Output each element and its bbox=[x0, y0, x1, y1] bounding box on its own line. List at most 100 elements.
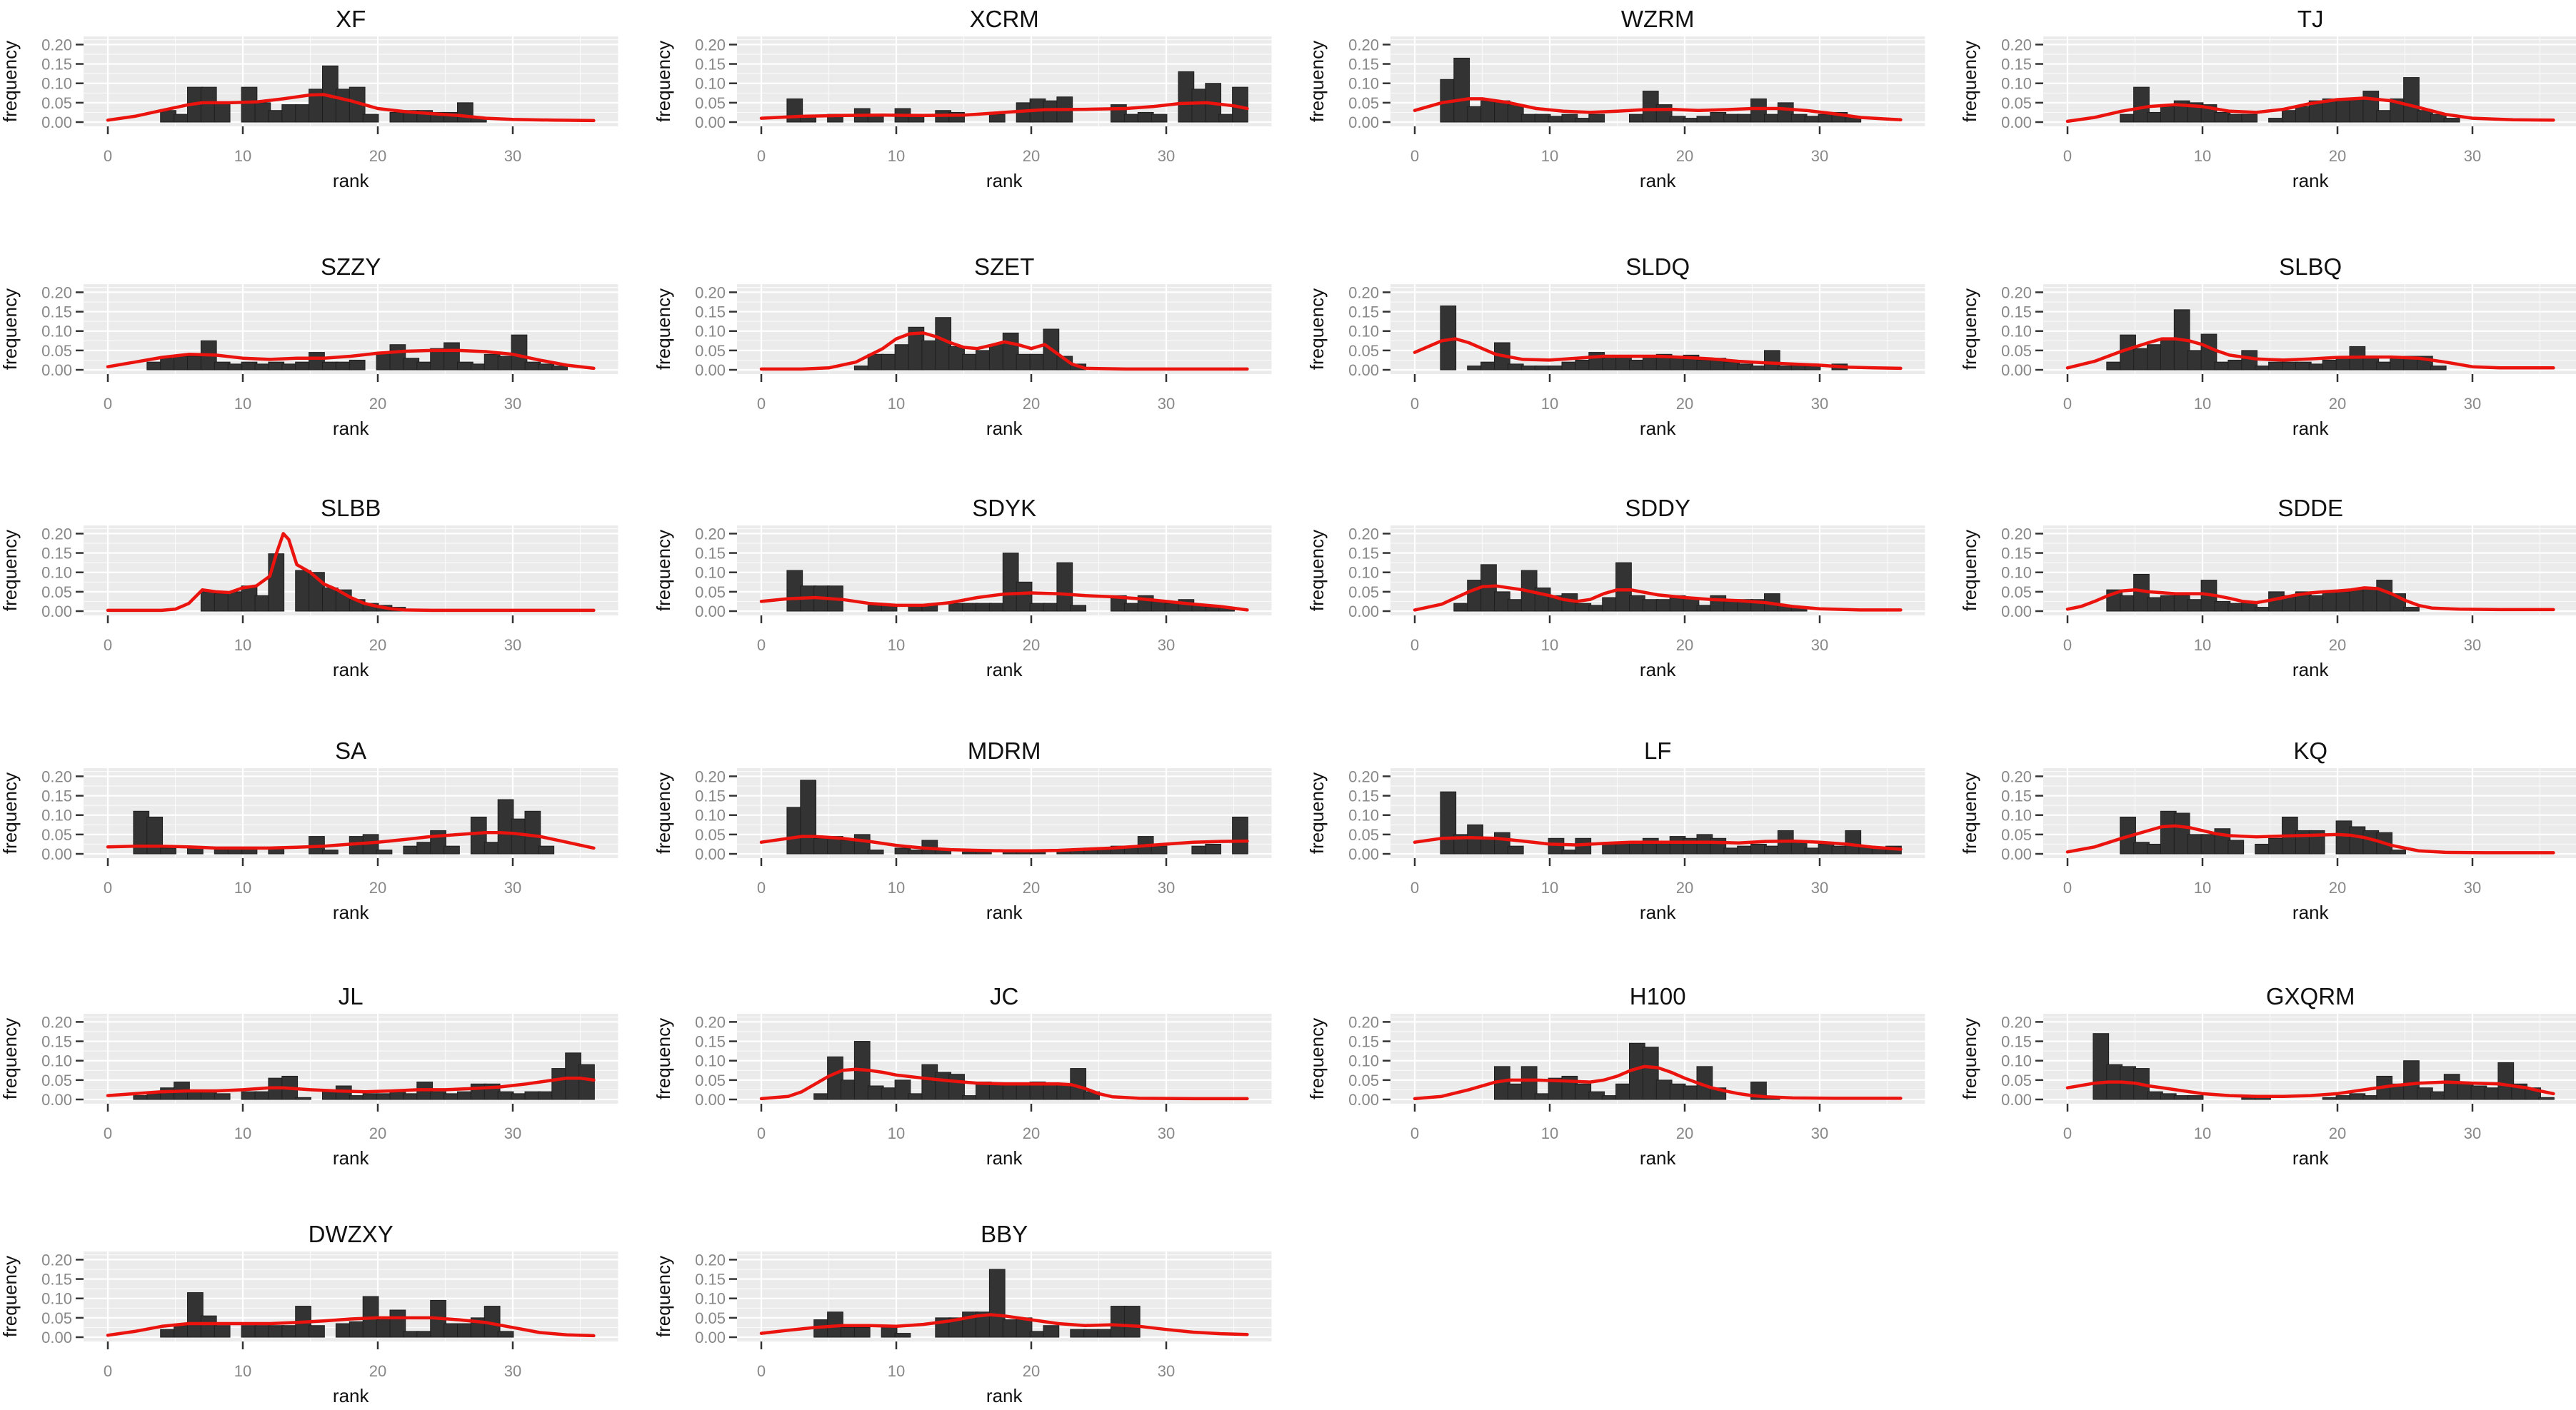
y-tick-label: 0.00 bbox=[695, 603, 726, 620]
y-axis-label: frequency bbox=[653, 1256, 674, 1337]
x-tick-label: 30 bbox=[504, 636, 521, 654]
panel-title: JC bbox=[990, 983, 1018, 1009]
histogram-bar bbox=[1151, 114, 1168, 123]
histogram-bar bbox=[2497, 1062, 2515, 1100]
y-tick-label: 0.00 bbox=[2001, 361, 2032, 379]
x-tick-label: 20 bbox=[1023, 147, 1040, 165]
x-tick-label: 10 bbox=[1541, 147, 1558, 165]
y-tick-label: 0.20 bbox=[2001, 36, 2032, 54]
panel-title: JL bbox=[339, 983, 364, 1009]
histogram-bar bbox=[214, 1093, 231, 1100]
histogram-bar bbox=[1043, 1325, 1060, 1338]
x-tick-label: 0 bbox=[757, 879, 766, 897]
density-line bbox=[106, 830, 596, 850]
x-tick-label: 20 bbox=[1023, 879, 1040, 897]
panel-title: SDDE bbox=[2277, 495, 2343, 521]
y-tick-label: 0.05 bbox=[41, 342, 72, 360]
y-tick-label: 0.00 bbox=[1348, 603, 1379, 620]
x-axis-label: rank bbox=[333, 1385, 370, 1406]
y-tick-label: 0.00 bbox=[41, 1329, 72, 1346]
x-tick-label: 0 bbox=[1410, 147, 1419, 165]
histogram-bar bbox=[2403, 607, 2420, 612]
y-tick-label: 0.10 bbox=[695, 564, 726, 582]
histogram-bar bbox=[908, 116, 925, 123]
y-tick-label: 0.10 bbox=[41, 1290, 72, 1308]
y-tick-label: 0.20 bbox=[41, 525, 72, 543]
panel-title: SA bbox=[335, 737, 366, 764]
panel-svg: 0 10 20 30 0.00 0.050.100.15 0.20 XCRM rank frequ… bbox=[653, 6, 1272, 191]
y-tick-label: 0.10 bbox=[41, 323, 72, 341]
panel-svg: 0 10 20 30 0.00 0.050.100.15 0.20 SLBB rank frequ… bbox=[0, 495, 618, 680]
x-tick-label: 10 bbox=[1541, 395, 1558, 413]
x-tick-label: 30 bbox=[1811, 395, 1828, 413]
x-tick-label: 30 bbox=[2464, 636, 2481, 654]
y-tick-label: 0.10 bbox=[41, 564, 72, 582]
x-tick-label: 0 bbox=[2063, 636, 2072, 654]
facet-panel: 0 10 20 30 0.00 0.05 0.10 0.15 0.20 KQ rank frequen… bbox=[1932, 732, 2576, 975]
x-tick-label: 30 bbox=[1158, 1362, 1175, 1380]
y-tick-label: 0.10 bbox=[2001, 807, 2032, 825]
panel-title: DWZXY bbox=[309, 1221, 394, 1247]
y-tick-label: 0.20 bbox=[1348, 1013, 1379, 1031]
histogram-bar bbox=[524, 810, 541, 855]
x-tick-label: 30 bbox=[504, 1362, 521, 1380]
x-tick-label: 20 bbox=[369, 879, 386, 897]
x-tick-label: 0 bbox=[1410, 636, 1419, 654]
x-tick-label: 20 bbox=[1676, 879, 1693, 897]
y-tick-label: 0.15 bbox=[695, 1271, 726, 1289]
histogram-bar bbox=[2390, 850, 2406, 855]
x-axis-label: rank bbox=[986, 1385, 1023, 1406]
x-tick-label: 30 bbox=[2464, 1124, 2481, 1142]
y-tick-label: 0.10 bbox=[2001, 75, 2032, 93]
facet-panel: 0 10 20 30 0.00 0.05 0.10 0.15 0.20 SLBQ rank frequ… bbox=[1932, 248, 2576, 490]
y-axis-label: frequency bbox=[0, 1256, 21, 1337]
x-tick-label: 30 bbox=[1811, 879, 1828, 897]
y-tick-label: 0.20 bbox=[2001, 767, 2032, 785]
y-tick-label: 0.05 bbox=[1348, 94, 1379, 112]
x-tick-label: 20 bbox=[369, 1124, 386, 1142]
facet-panel: 0 10 20 30 0.00 0.05 0.10 0.15 0.20 SZZY rank frequ… bbox=[0, 248, 644, 490]
x-axis-label: rank bbox=[2292, 902, 2330, 923]
panel-title: MDRM bbox=[968, 737, 1041, 764]
y-axis-label: frequency bbox=[653, 288, 674, 370]
histogram-bar bbox=[1845, 830, 1862, 855]
x-tick-label: 10 bbox=[2194, 636, 2211, 654]
panel-svg: 0 10 20 30 0.00 0.05 0.100.15 0.20 JL rank frequen… bbox=[0, 983, 618, 1169]
histogram-bar bbox=[867, 850, 884, 855]
panel-svg: 0 10 20 30 0.00 0.050.100.15 0.20 SDYK rank frequ… bbox=[653, 495, 1272, 680]
y-tick-label: 0.05 bbox=[695, 94, 726, 112]
histogram-bar bbox=[160, 847, 176, 855]
panel-title: SDDY bbox=[1625, 495, 1690, 521]
x-axis-label: rank bbox=[2292, 418, 2330, 439]
y-tick-label: 0.00 bbox=[2001, 114, 2032, 131]
histogram-bar bbox=[1507, 845, 1524, 855]
histogram-bar bbox=[578, 1064, 595, 1100]
y-tick-label: 0.00 bbox=[2001, 845, 2032, 863]
x-tick-label: 20 bbox=[1023, 636, 1040, 654]
x-tick-label: 10 bbox=[888, 1362, 905, 1380]
facet-panel: 0 10 20 30 0.00 0.05 0.10 0.15 0.20 JC rank frequen… bbox=[644, 977, 1288, 1220]
x-tick-label: 10 bbox=[2194, 879, 2211, 897]
y-tick-label: 0.15 bbox=[695, 303, 726, 321]
histogram-bar bbox=[1151, 845, 1168, 855]
histogram-bar bbox=[867, 116, 884, 123]
histogram-bar bbox=[1453, 57, 1470, 123]
y-tick-label: 0.10 bbox=[1348, 807, 1379, 825]
y-tick-label: 0.05 bbox=[1348, 826, 1379, 844]
panel-svg: 0 10 20 30 0.000.050.10 0.15 0.20 LF rank frequen… bbox=[1306, 737, 1925, 923]
y-tick-label: 0.05 bbox=[2001, 583, 2032, 601]
y-tick-label: 0.05 bbox=[1348, 583, 1379, 601]
x-tick-label: 20 bbox=[369, 147, 386, 165]
y-tick-label: 0.10 bbox=[2001, 564, 2032, 582]
histogram-bar bbox=[1016, 581, 1033, 612]
y-tick-label: 0.05 bbox=[41, 1072, 72, 1089]
density-line bbox=[1413, 97, 1903, 122]
x-axis-label: rank bbox=[1640, 170, 1677, 191]
density-line bbox=[106, 532, 596, 613]
panel-svg: 0 10 20 30 0.000.050.10 0.15 0.20 KQ rank frequen… bbox=[1959, 737, 2576, 923]
x-tick-label: 10 bbox=[234, 395, 251, 413]
density-line bbox=[759, 331, 1249, 371]
histogram-bar bbox=[988, 114, 1006, 123]
x-tick-label: 10 bbox=[234, 1362, 251, 1380]
y-axis-label: frequency bbox=[653, 41, 674, 122]
